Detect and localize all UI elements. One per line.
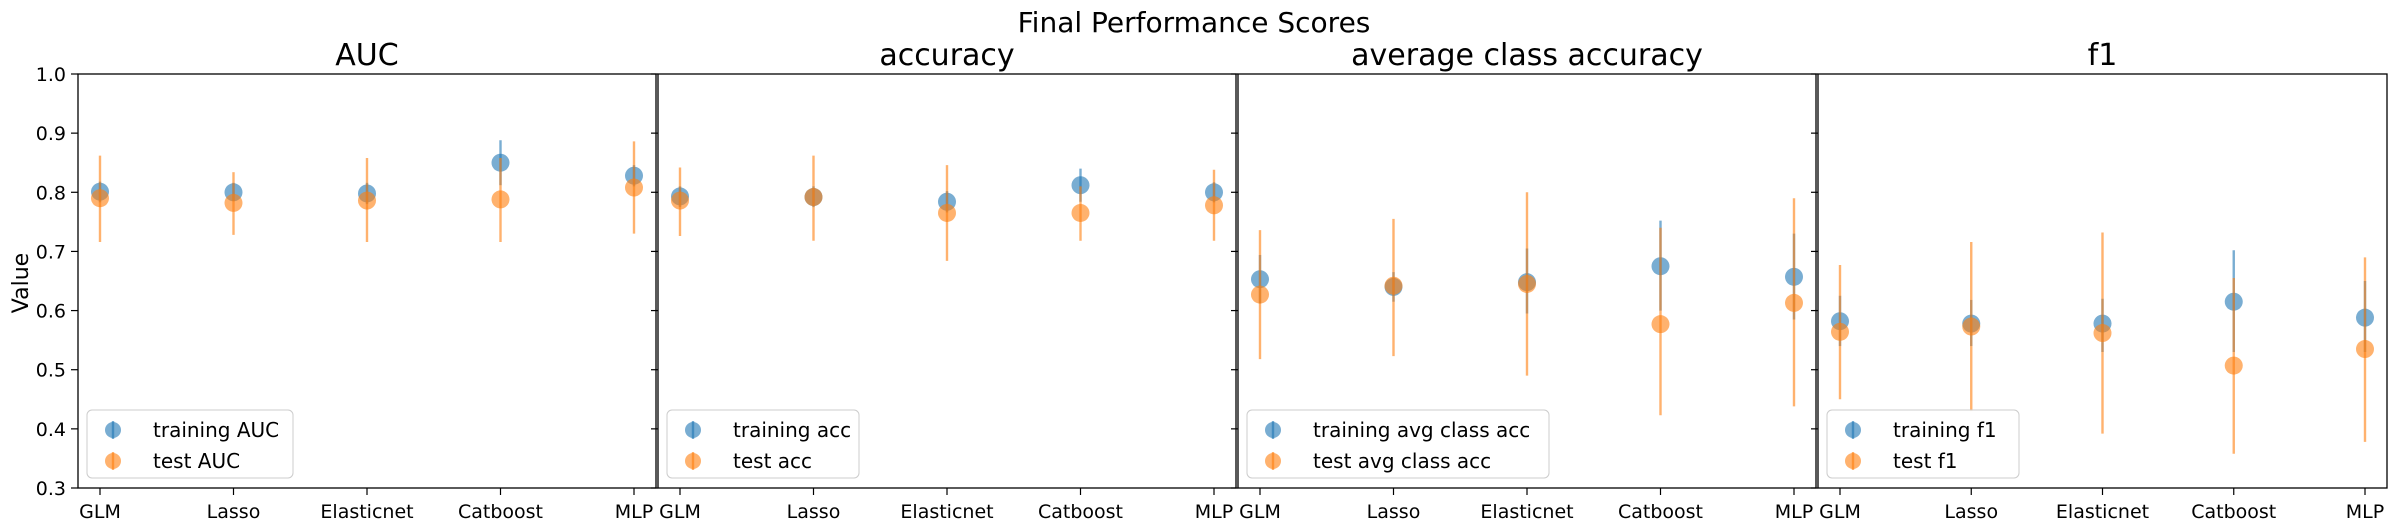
data-point	[358, 191, 376, 210]
legend-label: test avg class acc	[1313, 449, 1491, 473]
data-point	[1831, 322, 1849, 341]
legend-box	[86, 409, 294, 479]
y-tick-label: 0.6	[36, 301, 66, 323]
legend-label: test f1	[1893, 449, 1958, 473]
y-tick-label: 0.9	[36, 123, 66, 145]
data-point	[491, 190, 510, 209]
legend-box	[1246, 409, 1550, 479]
data-point	[1962, 317, 1981, 336]
x-tick-label: Catboost	[458, 501, 543, 523]
legend-marker	[685, 453, 701, 469]
data-point	[91, 189, 109, 208]
legend-box	[1826, 409, 2020, 479]
data-point	[1651, 315, 1670, 334]
y-axis-label: Value	[9, 253, 34, 313]
subplot-title: accuracy	[879, 38, 1014, 73]
figure-title: Final Performance Scores	[1018, 6, 1371, 39]
legend-marker	[105, 422, 121, 438]
data-point	[224, 193, 243, 212]
y-tick-label: 0.7	[36, 241, 66, 263]
subplot-title: f1	[2088, 38, 2118, 73]
legend-label: training AUC	[153, 418, 279, 442]
legend-label: training acc	[733, 418, 851, 442]
subplot-title: average class accuracy	[1351, 38, 1703, 73]
subplot-1: AUC 0.3 0.4 0.5 0.6 0.7 0.8 0.9 1.0 GLM Lasso Elast…	[36, 38, 657, 523]
plot-frame	[77, 73, 657, 489]
data-point	[1785, 293, 1803, 312]
data-point	[1384, 276, 1403, 295]
legend-marker	[1845, 453, 1861, 469]
legend-marker	[105, 453, 121, 469]
legend-marker	[1265, 422, 1281, 438]
subplot-panels: AUC 0.3 0.4 0.5 0.6 0.7 0.8 0.9 1.0 GLM Lasso Elast…	[36, 38, 2388, 523]
x-tick-label: Lasso	[1367, 501, 1421, 523]
legend: training avg class acc test avg class acc	[1246, 409, 1550, 479]
series-test	[1251, 192, 1803, 416]
x-tick-label: Elasticnet	[900, 501, 993, 523]
x-tick-label: GLM	[1819, 501, 1861, 523]
x-tick-label: Lasso	[207, 501, 261, 523]
y-tick-label: 0.4	[36, 419, 66, 441]
y-tick-label: 0.8	[36, 182, 66, 204]
data-point	[2356, 340, 2374, 359]
x-tick-label: Lasso	[787, 501, 841, 523]
legend-label: test acc	[733, 449, 812, 473]
data-point	[1071, 203, 1090, 222]
series-test	[91, 141, 643, 242]
legend-marker	[1265, 453, 1281, 469]
y-tick-label: 0.5	[36, 360, 66, 382]
x-tick-label: Catboost	[1618, 501, 1703, 523]
series-test	[671, 155, 1223, 261]
legend-box	[666, 409, 860, 479]
plot-frame	[1817, 73, 2388, 489]
subplot-title: AUC	[335, 38, 398, 73]
data-point	[938, 203, 956, 222]
x-tick-label: MLP	[1775, 501, 1813, 523]
legend-label: training f1	[1893, 418, 1997, 442]
legend-marker	[1845, 422, 1861, 438]
x-tick-label: MLP	[615, 501, 653, 523]
x-tick-label: Catboost	[2191, 501, 2276, 523]
legend-label: test AUC	[153, 449, 240, 473]
data-point	[1071, 176, 1090, 195]
data-point	[1518, 274, 1536, 293]
legend: training AUC test AUC	[86, 409, 294, 479]
x-tick-label: Elasticnet	[1480, 501, 1573, 523]
x-tick-label: GLM	[79, 501, 121, 523]
subplot-4: f1 GLM Lasso Elasticnet Catboost MLP training …	[1811, 38, 2388, 523]
x-tick-label: GLM	[1239, 501, 1281, 523]
x-tick-label: Lasso	[1944, 501, 1998, 523]
data-point	[2224, 356, 2243, 375]
data-point	[804, 188, 823, 207]
x-tick-label: GLM	[659, 501, 701, 523]
x-tick-label: Elasticnet	[320, 501, 413, 523]
data-point	[1205, 196, 1223, 215]
legend-label: training avg class acc	[1313, 418, 1530, 442]
data-point	[1251, 285, 1269, 304]
series-test	[1831, 232, 2374, 454]
legend-marker	[685, 422, 701, 438]
data-point	[2093, 324, 2112, 343]
legend: training f1 test f1	[1826, 409, 2020, 479]
subplot-3: average class accuracy GLM Lasso Elasticnet…	[1231, 38, 1817, 523]
data-point	[625, 178, 643, 197]
legend: training acc test acc	[666, 409, 860, 479]
subplot-2: accuracy GLM Lasso Elasticnet Catboost MLP tra…	[651, 38, 1237, 523]
y-tick-label: 0.3	[36, 478, 66, 500]
plot-frame	[1237, 73, 1817, 489]
x-tick-label: Elasticnet	[2056, 501, 2149, 523]
plot-frame	[657, 73, 1237, 489]
y-tick-label: 1.0	[36, 64, 66, 86]
x-tick-label: MLP	[2346, 501, 2384, 523]
x-tick-label: MLP	[1195, 501, 1233, 523]
data-point	[671, 191, 689, 210]
x-tick-label: Catboost	[1038, 501, 1123, 523]
